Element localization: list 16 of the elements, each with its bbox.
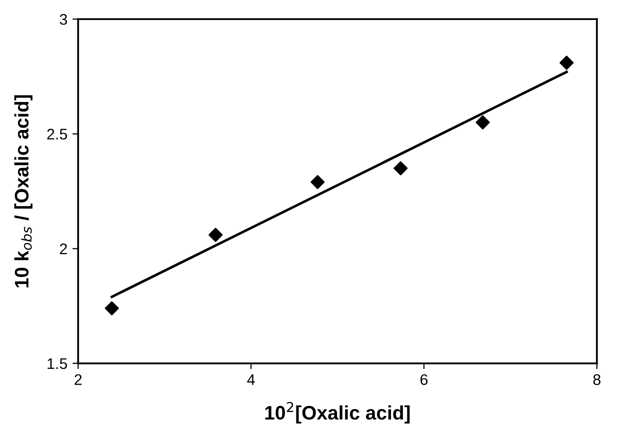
point xyxy=(310,175,325,190)
point xyxy=(476,115,490,130)
y-axis-title: 10 k$_{obs}$ / [Oxalic acid] xyxy=(14,95,32,288)
y-tick-label: 3 xyxy=(60,14,68,25)
y-tick-label: 2 xyxy=(60,243,67,254)
x-tick-label: 8 xyxy=(593,374,600,386)
y-tick-label: 2.5 xyxy=(47,128,68,140)
x-axis-title: 10$^{2}$[Oxalic acid] xyxy=(265,402,410,424)
point xyxy=(394,161,408,176)
point xyxy=(104,301,119,316)
x-tick-label: 2 xyxy=(74,374,82,385)
point xyxy=(560,56,574,70)
x-tick-label: 4 xyxy=(247,374,255,385)
x-tick-label: 6 xyxy=(420,374,428,386)
y-tick-label: 1.5 xyxy=(48,358,68,370)
point xyxy=(208,228,223,242)
